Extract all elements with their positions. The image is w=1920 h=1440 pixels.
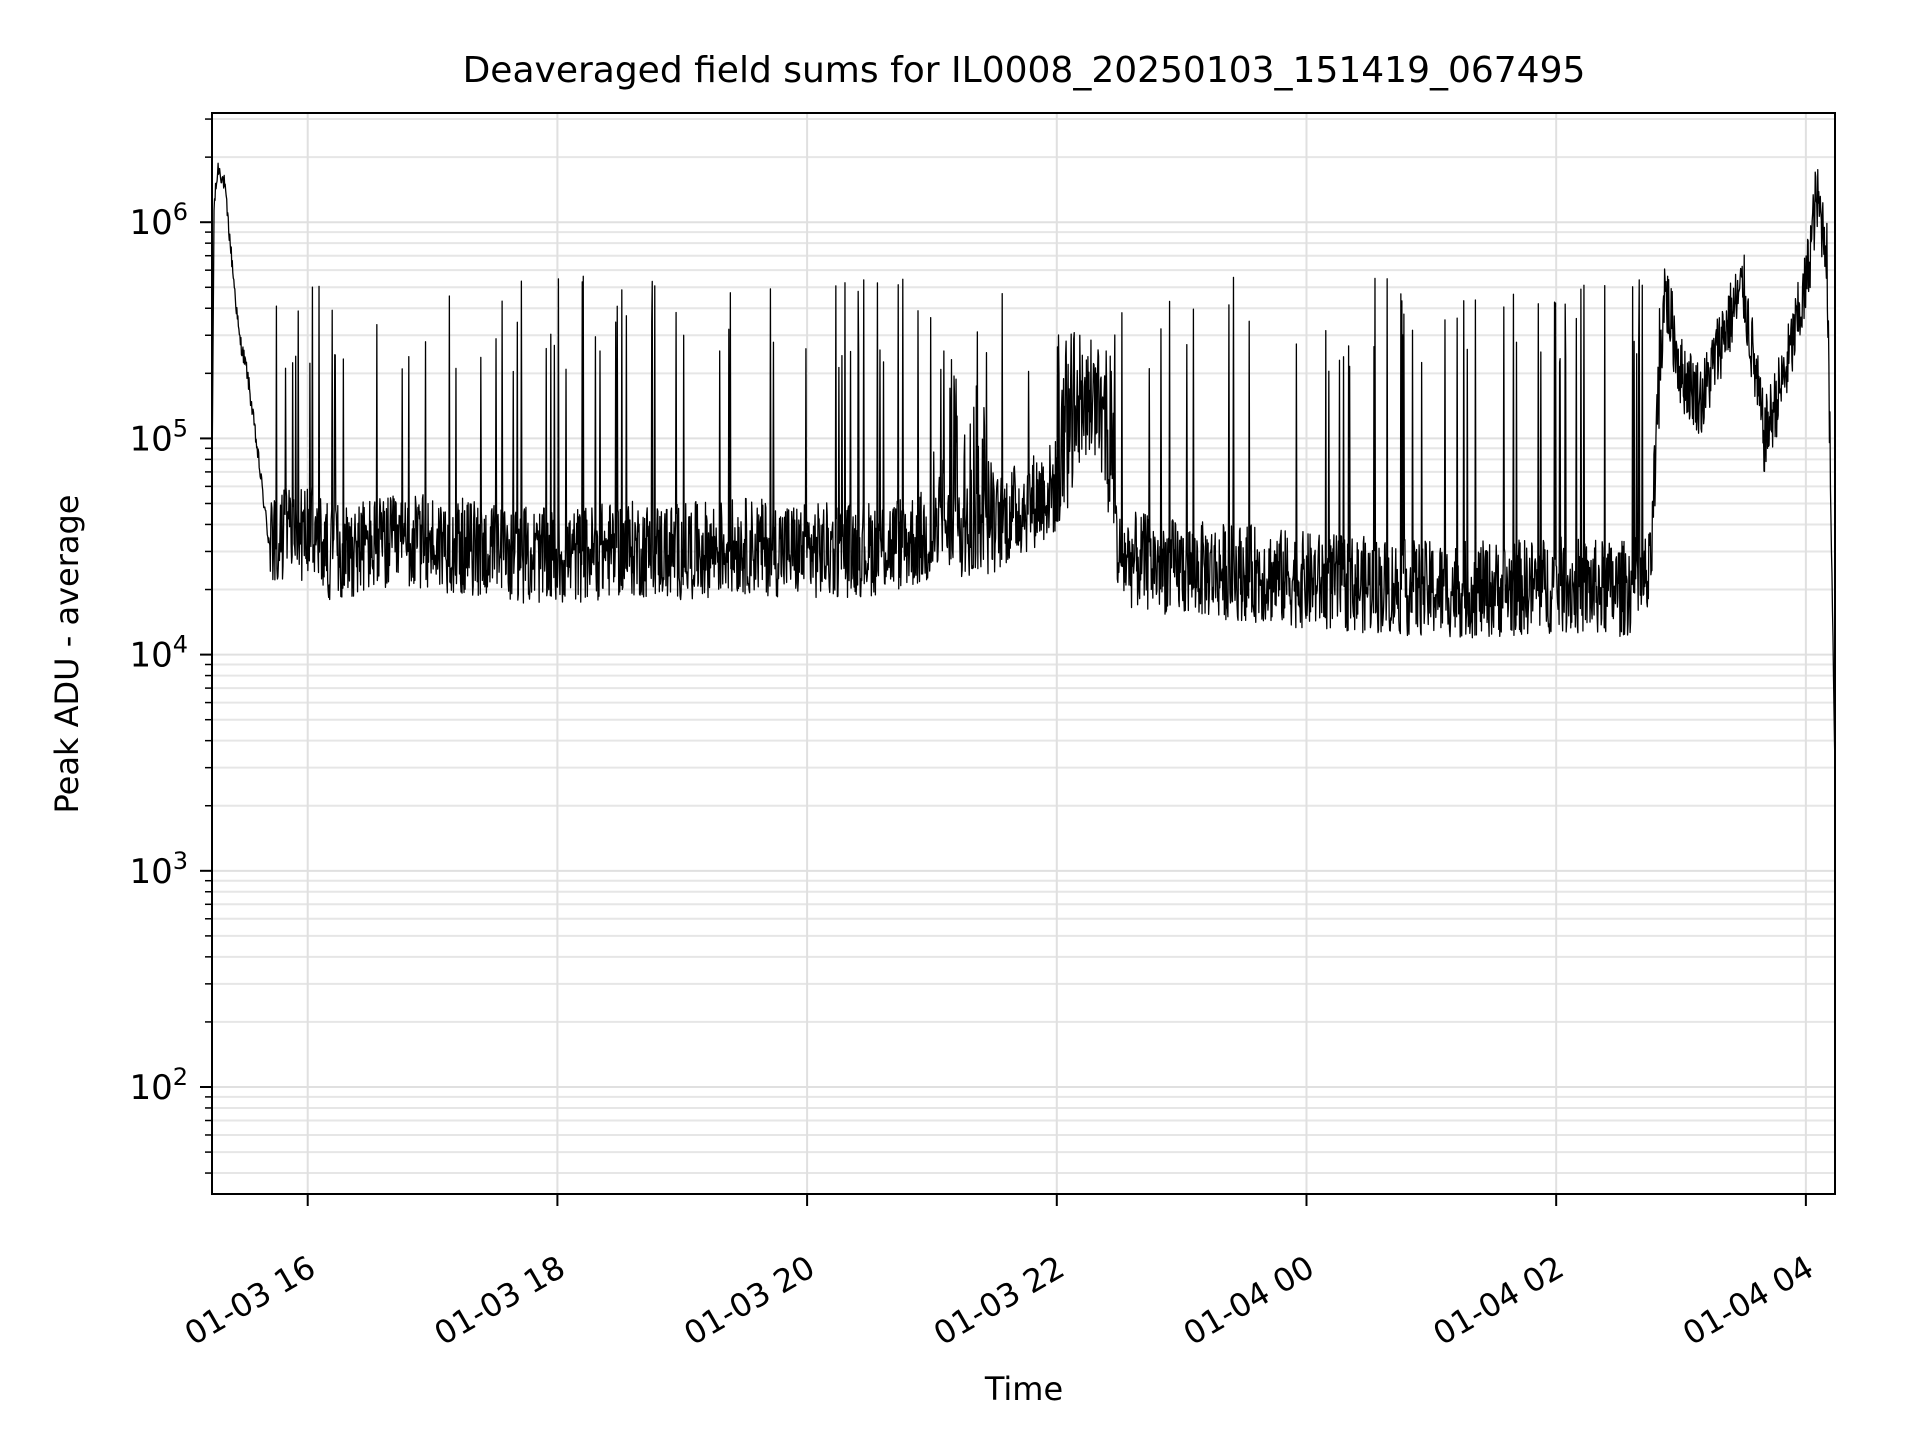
series-line-group [212,162,1835,768]
chart-title: Deaveraged field sums for IL0008_2025010… [463,50,1586,91]
series-line [212,162,1835,768]
y-axis-label: Peak ADU - average [48,495,86,814]
x-axis-label: Time [984,1370,1063,1408]
y-tick-label: 106 [129,198,188,243]
plot-frame [211,112,1836,1195]
minor-grid [212,118,1835,1175]
